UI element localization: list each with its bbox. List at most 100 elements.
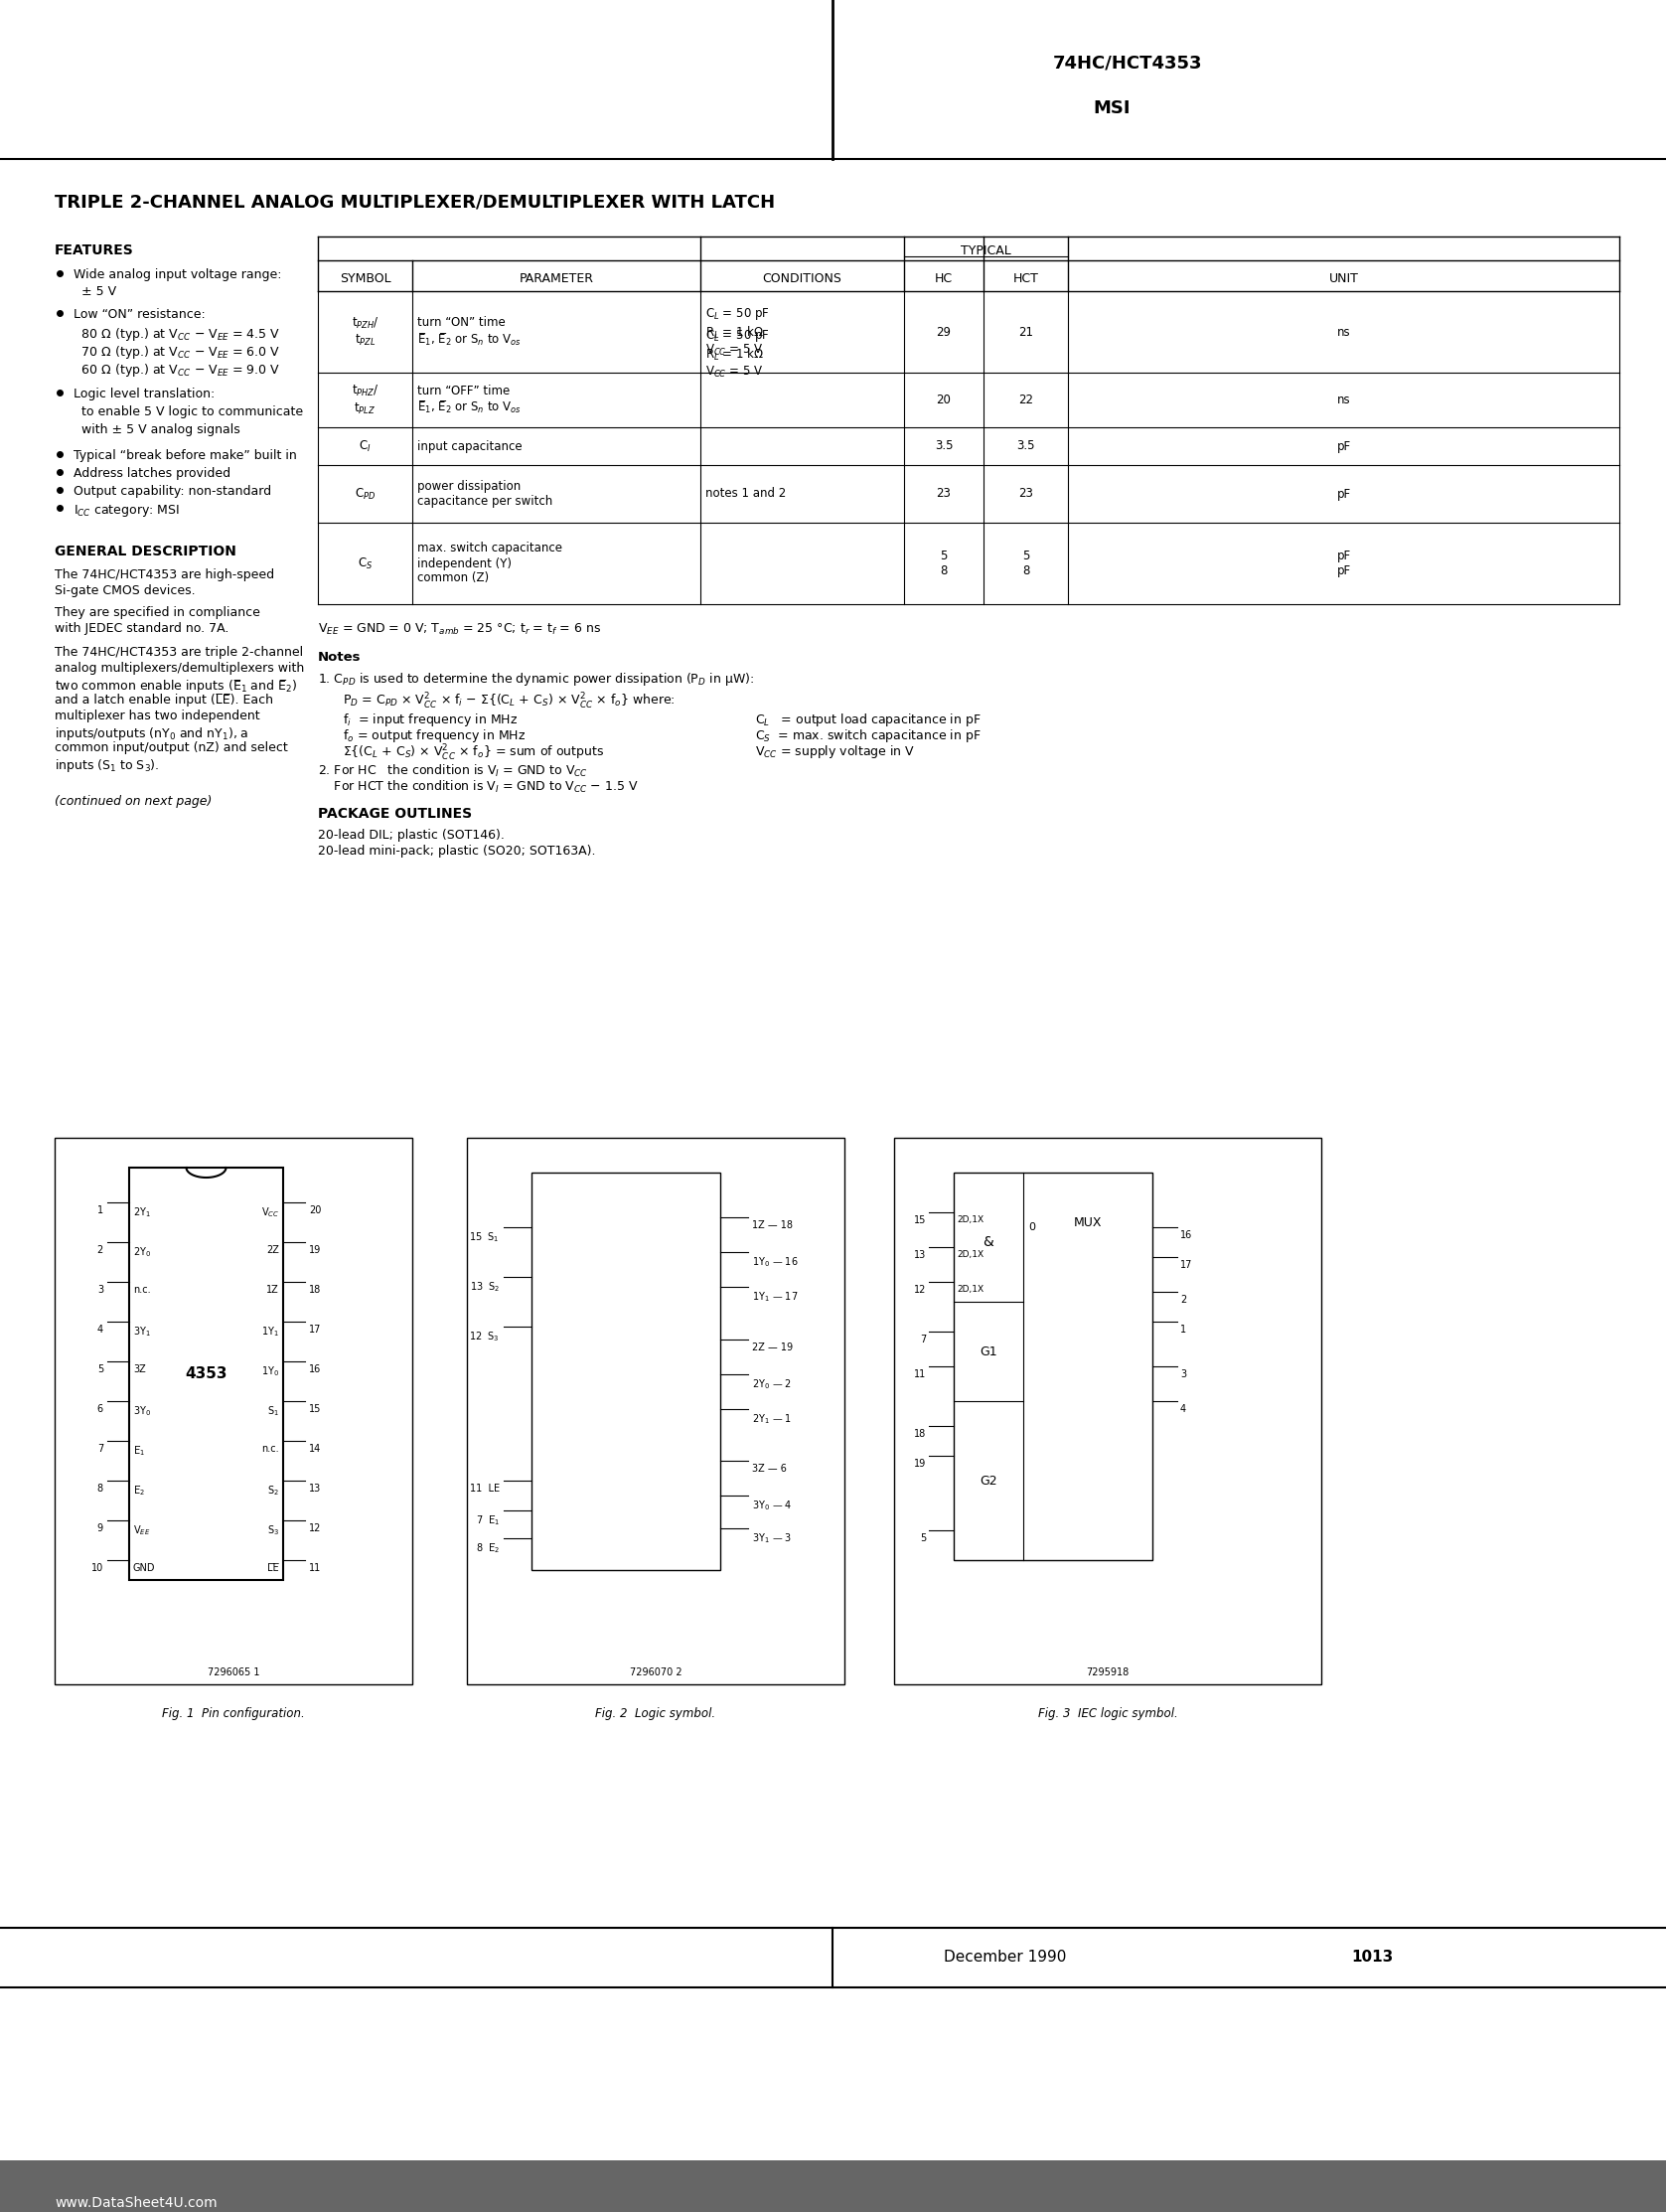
Text: 1Y$_1$: 1Y$_1$ [262,1325,280,1338]
Text: 20: 20 [936,394,951,407]
Text: f$_i$  = input frequency in MHz: f$_i$ = input frequency in MHz [343,712,518,728]
Text: They are specified in compliance: They are specified in compliance [55,606,260,619]
Text: 21: 21 [1018,325,1033,338]
Text: 2: 2 [1180,1294,1186,1305]
Text: The 74HC/HCT4353 are high-speed: The 74HC/HCT4353 are high-speed [55,568,275,582]
Text: 2D,1X: 2D,1X [956,1214,983,1223]
Text: FEATURES: FEATURES [55,243,133,257]
Text: 8  E̅$_2$: 8 E̅$_2$ [476,1542,500,1555]
Text: 7295918: 7295918 [1086,1668,1130,1677]
Text: inputs (S$_1$ to S$_3$).: inputs (S$_1$ to S$_3$). [55,757,160,774]
Text: 3Y$_0$: 3Y$_0$ [133,1405,152,1418]
Text: Fig. 1  Pin configuration.: Fig. 1 Pin configuration. [162,1708,305,1721]
Text: 1Z — 18: 1Z — 18 [751,1221,793,1230]
Text: n.c.: n.c. [133,1285,150,1294]
Text: turn “ON” time
E̅$_1$, E̅$_2$ or S$_n$ to V$_{os}$: turn “ON” time E̅$_1$, E̅$_2$ or S$_n$ t… [416,316,521,347]
Text: PACKAGE OUTLINES: PACKAGE OUTLINES [318,807,471,821]
Text: pF: pF [1336,487,1351,500]
Text: S$_2$: S$_2$ [268,1484,280,1498]
Text: 5: 5 [920,1533,926,1544]
Text: n.c.: n.c. [262,1444,280,1453]
Text: 2Y$_1$ — 1: 2Y$_1$ — 1 [751,1411,791,1427]
Text: 7: 7 [920,1334,926,1345]
Text: HC: HC [935,272,953,285]
Text: TYPICAL: TYPICAL [961,246,1011,257]
Text: Typical “break before make” built in: Typical “break before make” built in [73,449,297,462]
Text: Notes: Notes [318,650,362,664]
Text: 3Y$_1$: 3Y$_1$ [133,1325,152,1338]
Text: 3: 3 [97,1285,103,1294]
Bar [531,1172,720,1571]
Text: V$_{CC}$ = supply voltage in V: V$_{CC}$ = supply voltage in V [755,743,915,761]
Text: 3: 3 [1180,1369,1186,1380]
Text: PARAMETER: PARAMETER [520,272,593,285]
Text: 15: 15 [308,1405,322,1413]
Text: 18: 18 [913,1429,926,1438]
Text: 11: 11 [308,1564,322,1573]
Text: t$_{PHZ}$/
t$_{PLZ}$: t$_{PHZ}$/ t$_{PLZ}$ [352,385,378,416]
Text: CONDITIONS: CONDITIONS [763,272,841,285]
Text: Σ{(C$_L$ + C$_S$) × V$_{CC}^2$ × f$_o$} = sum of outputs: Σ{(C$_L$ + C$_S$) × V$_{CC}^2$ × f$_o$} … [343,743,605,763]
Text: 23: 23 [1018,487,1033,500]
Text: multiplexer has two independent: multiplexer has two independent [55,710,260,723]
Text: 2Y$_0$: 2Y$_0$ [133,1245,152,1259]
Text: C$_S$: C$_S$ [358,555,373,571]
Text: turn “OFF” time
E̅$_1$, E̅$_2$ or S$_n$ to V$_{os}$: turn “OFF” time E̅$_1$, E̅$_2$ or S$_n$ … [416,385,521,416]
Text: 20-lead mini-pack; plastic (SO20; SOT163A).: 20-lead mini-pack; plastic (SO20; SOT163… [318,845,595,858]
Text: 19: 19 [308,1245,322,1254]
Text: L̅E̅: L̅E̅ [268,1564,280,1573]
Text: HCT: HCT [1013,272,1038,285]
Text: 5
8: 5 8 [940,549,948,577]
Text: ns: ns [1336,394,1351,407]
Text: 13  S$_2$: 13 S$_2$ [470,1281,500,1294]
Text: E̅$_2$: E̅$_2$ [133,1484,145,1498]
Text: I$_{CC}$ category: MSI: I$_{CC}$ category: MSI [73,502,180,520]
Text: max. switch capacitance
independent (Y)
common (Z): max. switch capacitance independent (Y) … [416,542,563,584]
Text: S$_1$: S$_1$ [267,1405,280,1418]
Text: 20-lead DIL; plastic (SOT146).: 20-lead DIL; plastic (SOT146). [318,830,505,843]
Text: For HCT the condition is V$_I$ = GND to V$_{CC}$ − 1.5 V: For HCT the condition is V$_I$ = GND to … [318,779,638,794]
Text: 17: 17 [308,1325,322,1334]
Text: V$_{EE}$ = GND = 0 V; T$_{amb}$ = 25 °C; t$_r$ = t$_f$ = 6 ns: V$_{EE}$ = GND = 0 V; T$_{amb}$ = 25 °C;… [318,622,601,637]
Text: 1Z: 1Z [267,1285,280,1294]
Text: 15: 15 [913,1214,926,1225]
Text: with JEDEC standard no. 7A.: with JEDEC standard no. 7A. [55,622,228,635]
Text: 1Y$_1$ — 17: 1Y$_1$ — 17 [751,1290,798,1303]
Text: ± 5 V: ± 5 V [73,285,117,299]
Text: 4353: 4353 [185,1367,227,1380]
Text: 7  E̅$_1$: 7 E̅$_1$ [475,1513,500,1526]
Text: 2Y$_1$: 2Y$_1$ [133,1206,152,1219]
Text: 70 Ω (typ.) at V$_{CC}$ − V$_{EE}$ = 6.0 V: 70 Ω (typ.) at V$_{CC}$ − V$_{EE}$ = 6.0… [73,343,280,361]
Bar [0,2161,1666,2212]
Text: E̅$_1$: E̅$_1$ [133,1444,145,1458]
Text: 13: 13 [913,1250,926,1261]
Text: C$_L$ = 50 pF
R$_L$ = 1 kΩ
V$_{CC}$ = 5 V: C$_L$ = 50 pF R$_L$ = 1 kΩ V$_{CC}$ = 5 … [705,305,770,358]
Text: C$_L$ = 50 pF
R$_L$ = 1 kΩ
V$_{CC}$ = 5 V: C$_L$ = 50 pF R$_L$ = 1 kΩ V$_{CC}$ = 5 … [705,327,770,380]
Text: GND: GND [133,1564,155,1573]
Text: 22: 22 [1018,394,1033,407]
Text: 10: 10 [92,1564,103,1573]
Text: 1: 1 [1180,1325,1186,1334]
Text: &: & [983,1234,995,1250]
Text: t$_{PZH}$/
t$_{PZL}$: t$_{PZH}$/ t$_{PZL}$ [352,316,378,347]
Text: 80 Ω (typ.) at V$_{CC}$ − V$_{EE}$ = 4.5 V: 80 Ω (typ.) at V$_{CC}$ − V$_{EE}$ = 4.5… [73,325,280,343]
Text: pF: pF [1336,440,1351,453]
Text: 20: 20 [308,1206,322,1214]
Bar [130,1168,283,1579]
Bar [466,1137,845,1683]
Text: 13: 13 [308,1484,322,1493]
Text: 60 Ω (typ.) at V$_{CC}$ − V$_{EE}$ = 9.0 V: 60 Ω (typ.) at V$_{CC}$ − V$_{EE}$ = 9.0… [73,363,280,378]
Text: 2Z — 19: 2Z — 19 [751,1343,793,1352]
Text: 7296065 1: 7296065 1 [207,1668,260,1677]
Text: 17: 17 [1180,1261,1193,1270]
Text: 12  S$_3$: 12 S$_3$ [470,1329,500,1343]
Text: 3Y$_1$ — 3: 3Y$_1$ — 3 [751,1531,791,1544]
Text: C$_L$   = output load capacitance in pF: C$_L$ = output load capacitance in pF [755,712,981,728]
Bar [895,1137,1321,1683]
Text: 3.5: 3.5 [1016,440,1035,453]
Text: input capacitance: input capacitance [416,440,521,453]
Text: analog multiplexers/demultiplexers with: analog multiplexers/demultiplexers with [55,661,305,675]
Bar [55,1137,412,1683]
Text: www.DataSheet4U.com: www.DataSheet4U.com [55,2197,217,2210]
Text: 5
8: 5 8 [1021,549,1030,577]
